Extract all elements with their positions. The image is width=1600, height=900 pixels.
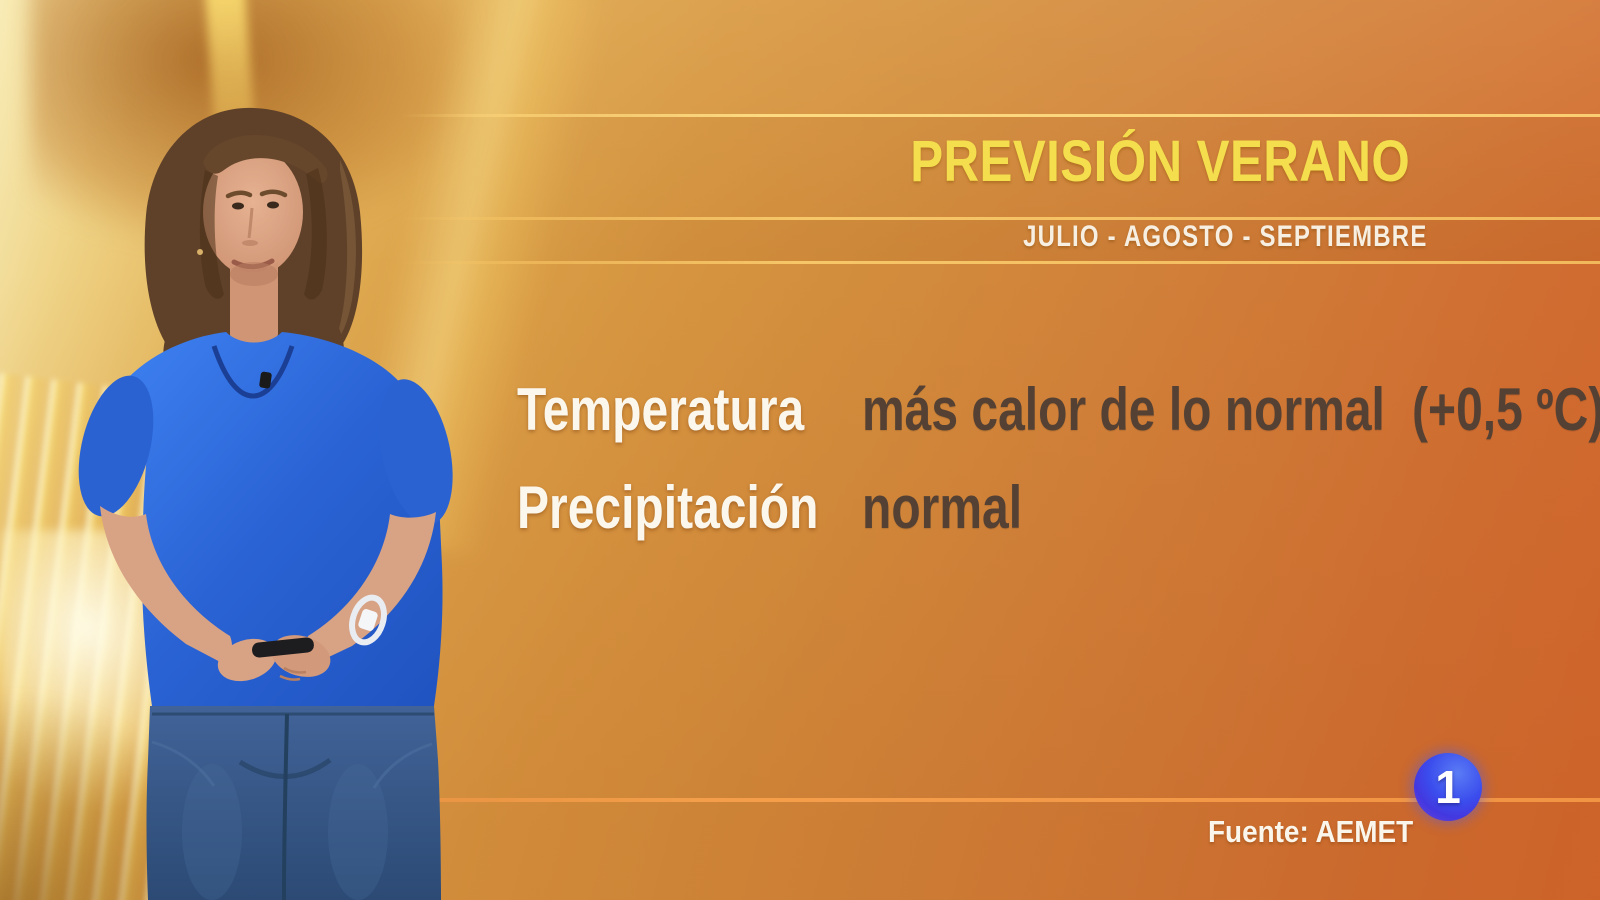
- separator-line: [0, 217, 1600, 220]
- data-source: Fuente: AEMET: [1208, 815, 1436, 849]
- separator-line: [0, 114, 1600, 117]
- temperature-value: más calor de lo normal (+0,5 ºC): [862, 378, 1600, 442]
- data-source-text: Fuente: AEMET: [1208, 814, 1414, 849]
- la1-logo-digit: 1: [1435, 761, 1461, 813]
- page-title: PREVISIÓN VERANO: [822, 132, 1410, 192]
- temperature-value-text: más calor de lo normal: [862, 376, 1385, 443]
- footer-separator-line: [0, 798, 1600, 802]
- page-subtitle: JULIO - AGOSTO - SEPTIEMBRE: [922, 220, 1428, 254]
- title-text: PREVISIÓN VERANO: [910, 129, 1410, 194]
- separator-line: [0, 261, 1600, 264]
- temperature-anomaly: (+0,5 ºC): [1412, 376, 1600, 443]
- precipitation-value: normal: [862, 476, 1049, 540]
- subtitle-text: JULIO - AGOSTO - SEPTIEMBRE: [1023, 220, 1428, 253]
- la1-channel-logo: 1: [1414, 753, 1482, 821]
- presenter-photo: [78, 107, 453, 900]
- precipitation-label: Precipitación: [517, 474, 819, 541]
- precipitation-value-text: normal: [862, 474, 1023, 541]
- temperature-label: Temperatura: [517, 376, 805, 443]
